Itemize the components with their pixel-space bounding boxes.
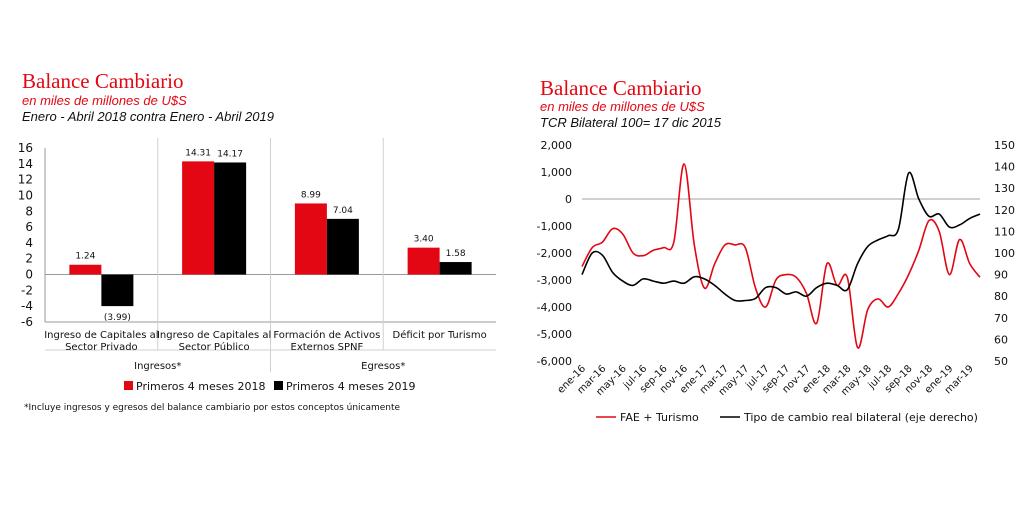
y-right-tick-label: 150: [994, 139, 1015, 152]
category-label: Sector Público: [179, 341, 250, 353]
legend-label: Tipo de cambio real bilateral (eje derec…: [743, 411, 978, 424]
bar: [326, 218, 359, 275]
group-label: Egresos*: [361, 361, 405, 372]
bar-data-label: 14.31: [185, 148, 211, 158]
bar: [294, 203, 327, 275]
y-right-tick-label: 140: [994, 161, 1015, 174]
bar-data-label: (3.99): [104, 313, 131, 323]
y-tick-label: -2: [21, 283, 33, 297]
y-left-tick-label: 1,000: [541, 166, 573, 179]
y-left-tick-label: -6,000: [537, 355, 572, 368]
y-left-tick-label: 0: [565, 193, 572, 206]
y-right-tick-label: 80: [994, 290, 1008, 303]
tcr-bilateral-line: [581, 171, 981, 302]
y-right-tick-label: 110: [994, 225, 1015, 238]
y-left-tick-label: -4,000: [537, 301, 572, 314]
category-label: Ingreso de Capitales al: [44, 330, 158, 341]
y-left-tick-label: -1,000: [537, 220, 572, 233]
legend-label: FAE + Turismo: [620, 411, 699, 424]
y-left-tick-label: 2,000: [541, 139, 573, 152]
y-tick-label: 8: [25, 204, 33, 218]
y-right-tick-label: 70: [994, 312, 1008, 325]
y-tick-label: 10: [18, 188, 33, 202]
y-right-tick-label: 90: [994, 269, 1008, 282]
bar: [439, 262, 472, 275]
bar: [69, 264, 102, 275]
bar-data-label: 1.58: [446, 249, 466, 259]
legend-swatch: [274, 381, 283, 390]
bar-chart-footnote: *Incluye ingresos y egresos del balance …: [24, 403, 401, 413]
y-right-tick-label: 60: [994, 333, 1008, 346]
line-chart-title: Balance Cambiario: [540, 76, 702, 100]
y-left-tick-label: -5,000: [537, 328, 572, 341]
y-right-tick-label: 120: [994, 204, 1015, 217]
category-label: Formación de Activos: [273, 329, 380, 341]
legend-swatch: [124, 381, 133, 390]
y-left-tick-label: -2,000: [537, 247, 572, 260]
bar-data-label: 1.24: [75, 252, 95, 262]
category-label: Ingreso de Capitales al: [157, 330, 271, 341]
y-tick-label: 12: [18, 173, 33, 187]
category-label: Déficit por Turismo: [393, 329, 487, 341]
fae-turismo-line: [581, 163, 981, 349]
category-label: Externos SPNF: [291, 342, 364, 353]
y-tick-label: -6: [21, 315, 33, 329]
y-right-tick-label: 100: [994, 247, 1015, 260]
bar-chart-period: Enero - Abril 2018 contra Enero - Abril …: [22, 109, 274, 124]
y-tick-label: 6: [25, 220, 33, 234]
bar-chart-subtitle: en miles de millones de U$S: [22, 93, 187, 108]
legend-label: Primeros 4 meses 2018: [136, 380, 265, 393]
bar: [407, 247, 440, 275]
y-tick-label: 14: [18, 157, 33, 171]
bar-data-label: 8.99: [301, 190, 321, 200]
y-tick-label: -4: [21, 299, 33, 313]
bar: [182, 161, 215, 275]
bar-data-label: 7.04: [333, 206, 353, 216]
y-tick-label: 2: [25, 252, 33, 266]
line-chart-subtitle: en miles de millones de U$S: [540, 99, 705, 114]
bar-chart-title: Balance Cambiario: [22, 69, 184, 93]
bar: [101, 274, 134, 307]
y-right-tick-label: 50: [994, 355, 1008, 368]
line-chart-note: TCR Bilateral 100= 17 dic 2015: [540, 115, 722, 130]
y-tick-label: 4: [25, 236, 33, 250]
category-label: Sector Privado: [65, 342, 138, 353]
y-right-tick-label: 130: [994, 182, 1015, 195]
y-tick-label: 16: [18, 141, 33, 155]
y-tick-label: 0: [25, 268, 33, 282]
bar: [214, 162, 247, 275]
y-left-tick-label: -3,000: [537, 274, 572, 287]
bar-data-label: 3.40: [414, 235, 434, 245]
group-label: Ingresos*: [134, 361, 181, 372]
bar-data-label: 14.17: [217, 149, 243, 159]
legend-label: Primeros 4 meses 2019: [286, 380, 415, 393]
